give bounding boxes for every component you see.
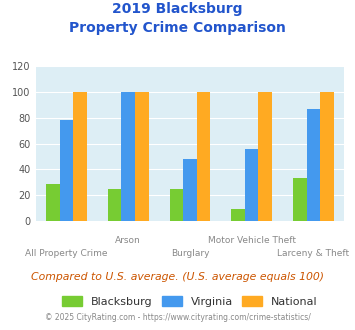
Bar <box>245 149 258 221</box>
Text: Larceny & Theft: Larceny & Theft <box>277 249 350 258</box>
Bar <box>108 189 121 221</box>
Text: Motor Vehicle Theft: Motor Vehicle Theft <box>208 236 296 245</box>
Text: Compared to U.S. average. (U.S. average equals 100): Compared to U.S. average. (U.S. average … <box>31 272 324 282</box>
Text: All Property Crime: All Property Crime <box>25 249 108 258</box>
Bar <box>170 189 183 221</box>
Bar <box>183 159 197 221</box>
Bar <box>46 183 60 221</box>
Text: Arson: Arson <box>115 236 141 245</box>
Bar <box>320 92 334 221</box>
Bar <box>258 92 272 221</box>
Bar <box>293 179 307 221</box>
Bar <box>307 109 320 221</box>
Text: Property Crime Comparison: Property Crime Comparison <box>69 21 286 35</box>
Text: Burglary: Burglary <box>171 249 209 258</box>
Bar <box>121 92 135 221</box>
Bar <box>73 92 87 221</box>
Bar <box>197 92 210 221</box>
Bar <box>135 92 148 221</box>
Bar <box>60 120 73 221</box>
Text: 2019 Blacksburg: 2019 Blacksburg <box>112 2 243 16</box>
Legend: Blacksburg, Virginia, National: Blacksburg, Virginia, National <box>58 292 322 312</box>
Bar <box>231 210 245 221</box>
Text: © 2025 CityRating.com - https://www.cityrating.com/crime-statistics/: © 2025 CityRating.com - https://www.city… <box>45 314 310 322</box>
